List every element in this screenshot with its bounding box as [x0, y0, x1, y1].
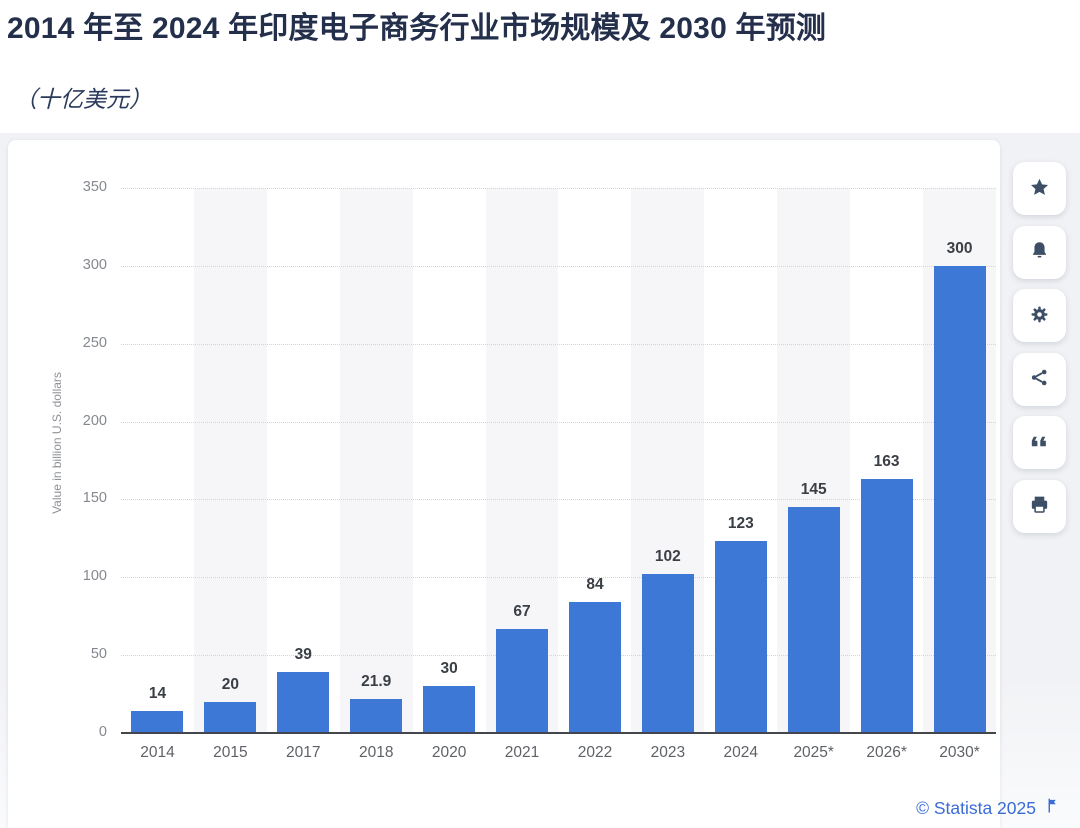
gridline	[121, 655, 996, 657]
x-tick-label: 2021	[504, 744, 540, 761]
y-tick-label: 250	[82, 334, 107, 351]
y-tick-label: 350	[82, 179, 107, 195]
x-tick-label: 2024	[723, 744, 759, 761]
print-button[interactable]	[1013, 479, 1066, 533]
x-tick-label: 2014	[140, 744, 175, 761]
chart-footer: © Statista 2025	[0, 795, 1062, 821]
bar-value-label: 67	[513, 602, 531, 620]
y-axis-title: Value in billion U.S. dollars	[50, 372, 64, 514]
bar-value-label: 30	[440, 660, 458, 678]
gridline	[121, 499, 996, 501]
bar[interactable]	[423, 686, 476, 733]
bar-value-label: 145	[800, 481, 827, 499]
page-title: 2014 年至 2024 年印度电子商务行业市场规模及 2030 年预测	[7, 12, 827, 45]
bar-value-label: 20	[221, 675, 239, 693]
bar[interactable]	[131, 711, 184, 733]
copyright-link[interactable]: © Statista 2025	[916, 797, 1036, 818]
x-tick-label: 2015	[213, 744, 248, 761]
x-tick-label: 2022	[577, 744, 613, 761]
gridline	[121, 343, 996, 345]
y-tick-label: 0	[98, 724, 107, 740]
chart-header: 2014 年至 2024 年印度电子商务行业市场规模及 2030 年预测 （十亿…	[0, 0, 1080, 133]
gear-icon	[1028, 303, 1051, 329]
star-icon	[1028, 176, 1051, 202]
alert-button[interactable]	[1013, 225, 1066, 279]
x-tick-label: 2017	[286, 744, 321, 761]
share-icon	[1028, 366, 1051, 392]
bar[interactable]	[204, 701, 257, 733]
bar-value-label: 39	[294, 646, 312, 664]
bell-icon	[1028, 239, 1051, 265]
bar[interactable]	[496, 628, 549, 733]
gridline	[121, 421, 996, 423]
y-tick-label: 50	[90, 646, 107, 663]
x-tick-label: 2026*	[866, 744, 907, 761]
bar-value-label: 21.9	[361, 672, 392, 690]
favorite-button[interactable]	[1013, 162, 1066, 215]
plot-area: 14 20 39 21.9 30 67 84 102 123 145 163 300	[121, 188, 996, 734]
gridline	[121, 188, 996, 189]
action-toolbar	[1013, 162, 1066, 533]
gridline	[121, 265, 996, 267]
share-button[interactable]	[1013, 352, 1066, 406]
bar-value-label: 163	[873, 453, 900, 471]
gridline	[121, 577, 996, 579]
quote-icon	[1028, 430, 1051, 456]
bar-value-label: 123	[727, 515, 754, 533]
x-tick-label: 2023	[650, 744, 686, 761]
x-tick-label: 2025*	[793, 744, 834, 761]
plot-band	[193, 188, 267, 733]
x-tick-label: 2018	[358, 744, 394, 761]
bar[interactable]	[568, 602, 621, 733]
bar[interactable]	[350, 698, 403, 733]
page-subtitle: （十亿美元）	[14, 86, 152, 112]
printer-icon	[1028, 493, 1051, 519]
bar[interactable]	[860, 479, 913, 733]
plot-band	[339, 188, 413, 733]
flag-icon[interactable]	[1045, 796, 1062, 820]
settings-button[interactable]	[1013, 289, 1066, 342]
x-axis-line	[121, 732, 996, 734]
y-tick-label: 150	[82, 490, 107, 507]
y-tick-label: 100	[82, 568, 107, 585]
x-tick-label: 2030*	[939, 744, 980, 761]
y-tick-label: 300	[82, 256, 107, 273]
y-tick-label: 200	[82, 412, 107, 429]
bar-value-label: 84	[586, 576, 604, 594]
bar-value-label: 14	[148, 685, 167, 703]
bar[interactable]	[641, 574, 694, 733]
bar-value-label: 300	[946, 239, 973, 257]
bar[interactable]	[933, 265, 986, 733]
bar-value-label: 102	[654, 548, 681, 566]
bar[interactable]	[787, 507, 840, 733]
bar[interactable]	[277, 672, 330, 733]
chart-card: Value in billion U.S. dollars 0 50 100 150 2…	[8, 140, 1000, 828]
x-tick-label: 2020	[431, 744, 467, 761]
bar[interactable]	[714, 541, 767, 733]
cite-button[interactable]	[1013, 416, 1066, 469]
